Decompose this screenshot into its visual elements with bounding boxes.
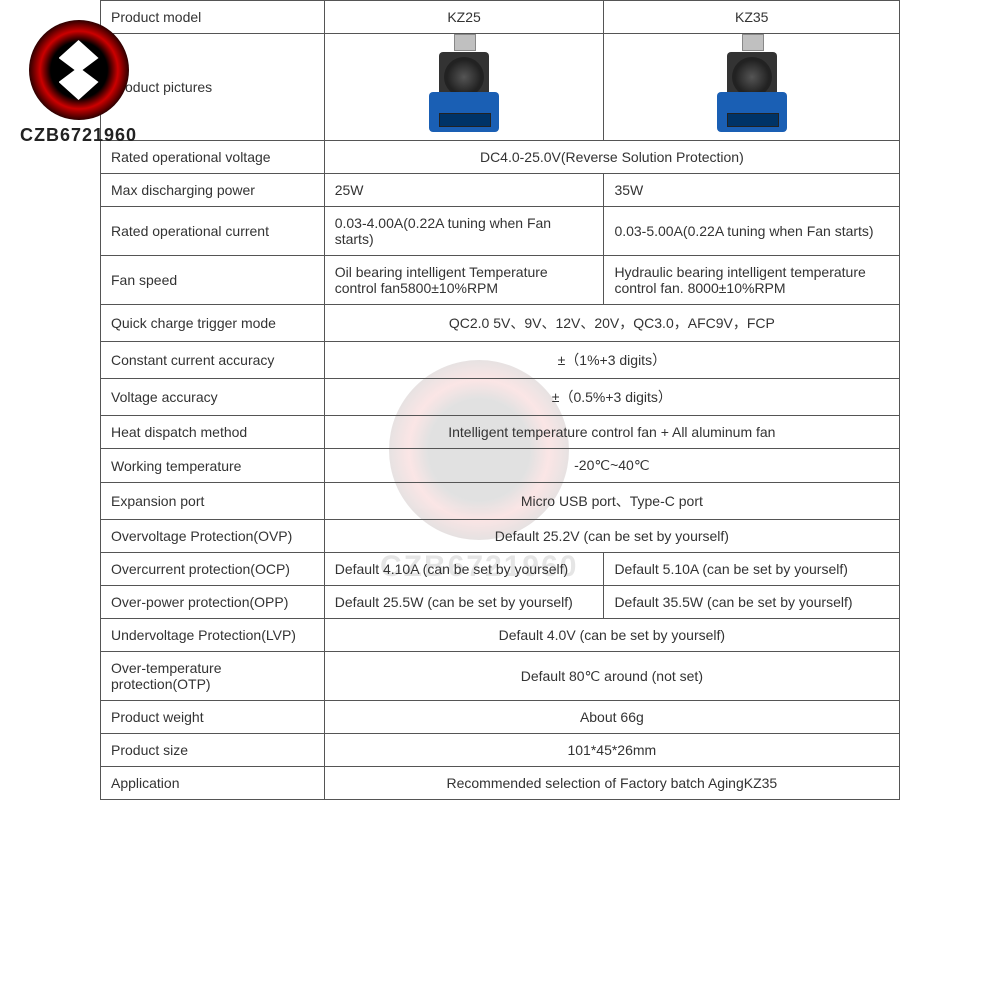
row-value-merged: About 66g <box>324 701 899 734</box>
row-label: Rated operational current <box>101 207 325 256</box>
table-row: Rated operational voltageDC4.0-25.0V(Rev… <box>101 141 900 174</box>
table-row: Product weightAbout 66g <box>101 701 900 734</box>
row-label: Over-power protection(OPP) <box>101 586 325 619</box>
row-label: Undervoltage Protection(LVP) <box>101 619 325 652</box>
row-value-merged: Default 80℃ around (not set) <box>324 652 899 701</box>
row-value-merged: Default 25.2V (can be set by yourself) <box>324 520 899 553</box>
row-value-merged: Micro USB port、Type-C port <box>324 483 899 520</box>
row-value-col1: Default 25.5W (can be set by yourself) <box>324 586 604 619</box>
row-label: Heat dispatch method <box>101 416 325 449</box>
row-label: Expansion port <box>101 483 325 520</box>
row-label: Voltage accuracy <box>101 379 325 416</box>
row-value-col1: 0.03-4.00A(0.22A tuning when Fan starts) <box>324 207 604 256</box>
table-row: Max discharging power25W35W <box>101 174 900 207</box>
row-value-merged: Intelligent temperature control fan + Al… <box>324 416 899 449</box>
row-value-col1: 25W <box>324 174 604 207</box>
table-pictures-row: Product pictures <box>101 34 900 141</box>
row-value-col1: Oil bearing intelligent Temperature cont… <box>324 256 604 305</box>
product-picture-kz25 <box>324 34 604 141</box>
table-row: ApplicationRecommended selection of Fact… <box>101 767 900 800</box>
header-col1: KZ25 <box>324 1 604 34</box>
table-row: Fan speedOil bearing intelligent Tempera… <box>101 256 900 305</box>
table-row: Working temperature-20℃~40℃ <box>101 449 900 483</box>
row-value-col2: Default 35.5W (can be set by yourself) <box>604 586 900 619</box>
row-value-merged: Default 4.0V (can be set by yourself) <box>324 619 899 652</box>
row-label: Product weight <box>101 701 325 734</box>
row-label: Constant current accuracy <box>101 342 325 379</box>
spec-table-container: Product model KZ25 KZ35 Product pictures… <box>100 0 900 800</box>
row-label: Max discharging power <box>101 174 325 207</box>
row-value-col2: 0.03-5.00A(0.22A tuning when Fan starts) <box>604 207 900 256</box>
table-row: Over-power protection(OPP)Default 25.5W … <box>101 586 900 619</box>
row-label: Product size <box>101 734 325 767</box>
table-row: Heat dispatch methodIntelligent temperat… <box>101 416 900 449</box>
row-value-merged: Recommended selection of Factory batch A… <box>324 767 899 800</box>
table-row: Expansion portMicro USB port、Type-C port <box>101 483 900 520</box>
row-value-merged: DC4.0-25.0V(Reverse Solution Protection) <box>324 141 899 174</box>
table-row: Voltage accuracy±（0.5%+3 digits） <box>101 379 900 416</box>
device-icon <box>419 42 509 132</box>
row-label: Overvoltage Protection(OVP) <box>101 520 325 553</box>
table-row: Overcurrent protection(OCP)Default 4.10A… <box>101 553 900 586</box>
product-picture-kz35 <box>604 34 900 141</box>
row-value-col1: Default 4.10A (can be set by yourself) <box>324 553 604 586</box>
row-value-merged: QC2.0 5V、9V、12V、20V，QC3.0，AFC9V，FCP <box>324 305 899 342</box>
table-row: Over-temperature protection(OTP)Default … <box>101 652 900 701</box>
row-label: Over-temperature protection(OTP) <box>101 652 325 701</box>
table-row: Rated operational current0.03-4.00A(0.22… <box>101 207 900 256</box>
row-value-merged: ±（0.5%+3 digits） <box>324 379 899 416</box>
row-label: Working temperature <box>101 449 325 483</box>
spec-table: Product model KZ25 KZ35 Product pictures… <box>100 0 900 800</box>
table-row: Undervoltage Protection(LVP)Default 4.0V… <box>101 619 900 652</box>
table-row: Overvoltage Protection(OVP)Default 25.2V… <box>101 520 900 553</box>
row-value-col2: Hydraulic bearing intelligent temperatur… <box>604 256 900 305</box>
table-row: Product size101*45*26mm <box>101 734 900 767</box>
header-col2: KZ35 <box>604 1 900 34</box>
device-icon <box>707 42 797 132</box>
table-row: Constant current accuracy±（1%+3 digits） <box>101 342 900 379</box>
row-value-merged: ±（1%+3 digits） <box>324 342 899 379</box>
row-label: Quick charge trigger mode <box>101 305 325 342</box>
row-value-merged: -20℃~40℃ <box>324 449 899 483</box>
row-label: Fan speed <box>101 256 325 305</box>
watermark-text-corner: CZB6721960 <box>20 125 137 146</box>
row-value-col2: 35W <box>604 174 900 207</box>
row-value-merged: 101*45*26mm <box>324 734 899 767</box>
row-label: Application <box>101 767 325 800</box>
row-label: Overcurrent protection(OCP) <box>101 553 325 586</box>
table-header-row: Product model KZ25 KZ35 <box>101 1 900 34</box>
watermark-logo-corner: CZB6721960 <box>20 20 137 146</box>
row-value-col2: Default 5.10A (can be set by yourself) <box>604 553 900 586</box>
table-row: Quick charge trigger modeQC2.0 5V、9V、12V… <box>101 305 900 342</box>
